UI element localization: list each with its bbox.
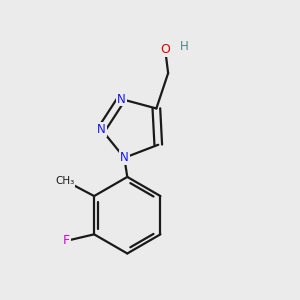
Text: F: F [63,234,70,247]
Text: N: N [120,151,129,164]
Text: O: O [160,43,170,56]
Text: N: N [97,123,106,136]
Text: CH₃: CH₃ [55,176,74,186]
Text: N: N [117,93,126,106]
Text: H: H [180,40,189,53]
